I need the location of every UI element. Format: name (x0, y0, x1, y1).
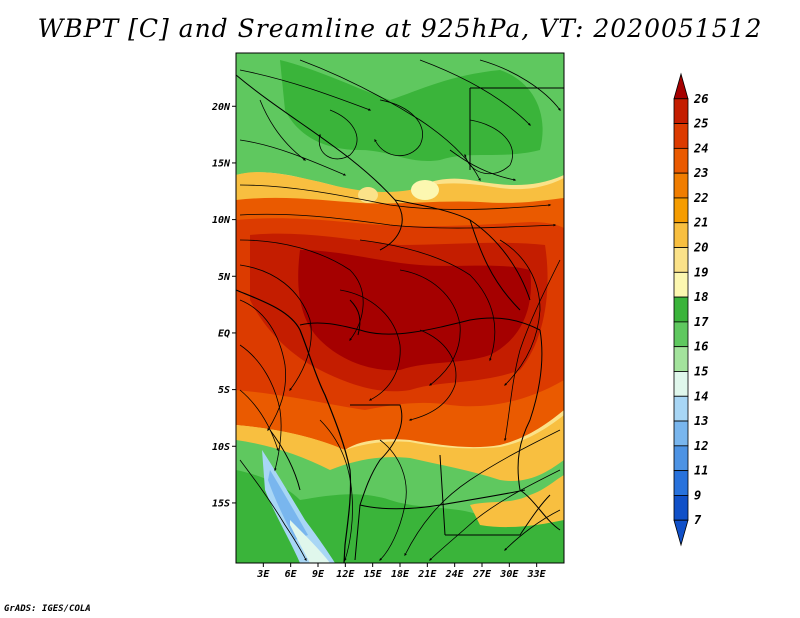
colorbar-swatch (673, 147, 689, 174)
streamlines (239, 59, 561, 562)
lon-label: 30E (499, 569, 519, 580)
lat-label: EQ (218, 328, 230, 339)
colorbar-label: 19 (694, 265, 708, 279)
colorbar-swatch (673, 296, 689, 323)
temperature-field (236, 53, 564, 563)
lon-label: 27E (472, 569, 492, 580)
lat-label: 10S (212, 442, 230, 453)
grads-credit: GrADS: IGES/COLA (4, 604, 91, 614)
colorbar-swatch (673, 445, 689, 472)
colorbar-swatch (673, 470, 689, 496)
lon-label: 33E (527, 569, 547, 580)
colorbar-label: 11 (694, 464, 708, 478)
colorbar-swatch (673, 371, 689, 397)
lat-label: 20N (211, 102, 231, 113)
lat-label: 15N (212, 158, 231, 169)
colorbar-label: 26 (693, 92, 708, 106)
colorbar-label: 22 (693, 191, 708, 205)
colorbar-swatch (673, 420, 689, 447)
colorbar-label: 14 (694, 389, 708, 403)
colorbar-label: 23 (693, 166, 708, 180)
colorbar-label: 24 (693, 141, 708, 155)
colorbar-label: 20 (693, 241, 708, 255)
country-borders (236, 74, 564, 561)
colorbar-swatch (673, 519, 689, 547)
coastline (236, 289, 352, 563)
lon-label: 15E (364, 569, 383, 580)
colorbar-swatch (673, 346, 689, 372)
colorbar-label: 25 (693, 117, 708, 131)
colorbar-swatch (673, 321, 689, 348)
lat-label: 5N (218, 272, 231, 283)
colorbar-swatch (673, 395, 689, 422)
longitude-axis: 3E 6E 9E 12E 15E 18E 21E 24E 27E 30E 33E (256, 563, 547, 580)
colorbar-label: 12 (694, 439, 708, 453)
colorbar-swatch (673, 98, 689, 124)
map-title: WBPT [C] and Sreamline at 925hPa, VT: 20… (37, 14, 763, 43)
lon-label: 21E (417, 569, 437, 580)
lat-label: 15S (212, 498, 230, 509)
colorbar-swatch (673, 495, 689, 521)
colorbar-label: 13 (694, 414, 708, 428)
colorbar-label: 15 (694, 364, 708, 378)
colorbar-swatch (673, 197, 689, 224)
colorbar-swatch (673, 247, 689, 273)
lon-label: 12E (336, 569, 355, 580)
colorbar-swatch (673, 172, 689, 199)
colorbar-label: 21 (693, 216, 708, 230)
lon-label: 24E (445, 569, 465, 580)
colorbar-swatch (673, 222, 689, 248)
colorbar: 26 25 24 23 22 21 20 19 18 17 16 15 14 13 12 11 9 7 (673, 72, 709, 547)
latitude-axis: 20N 15N 10N 5N EQ 5S 10S 15S (211, 102, 236, 509)
colorbar-label: 16 (694, 340, 708, 354)
colorbar-label: 9 (694, 488, 701, 502)
lon-label: 6E (285, 569, 298, 580)
colorbar-label: 18 (694, 290, 708, 304)
colorbar-label: 17 (694, 315, 709, 329)
colorbar-label: 7 (694, 513, 702, 527)
colorbar-swatch (673, 271, 689, 298)
lon-label: 18E (391, 569, 410, 580)
colorbar-swatch (673, 123, 689, 149)
colorbar-swatch (673, 72, 689, 100)
lon-label: 9E (312, 569, 325, 580)
lon-label: 3E (256, 569, 270, 580)
lat-label: 10N (212, 215, 231, 226)
lat-label: 5S (218, 385, 230, 396)
